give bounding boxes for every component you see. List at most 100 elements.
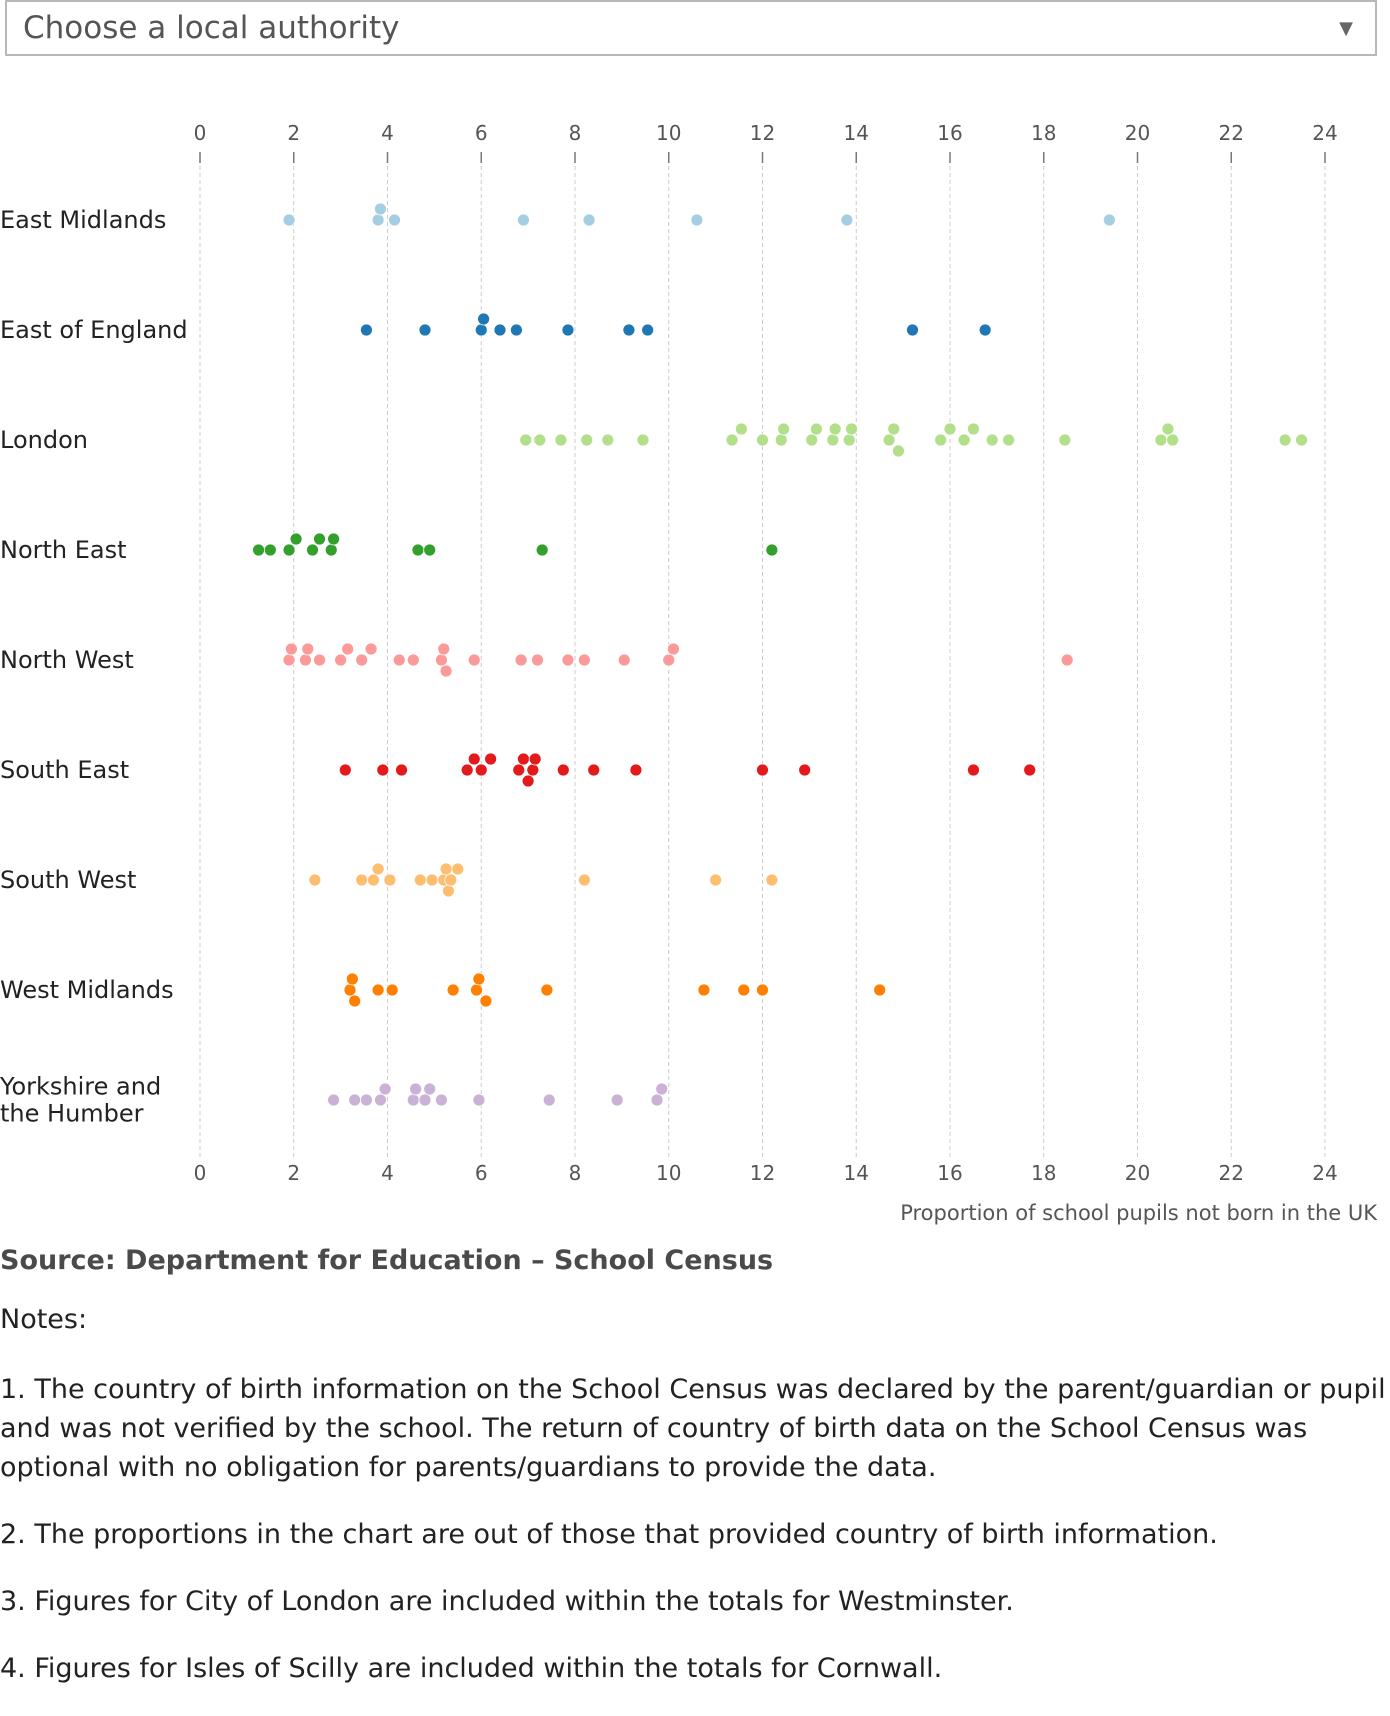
data-point: [285, 642, 298, 656]
data-point: [385, 983, 399, 997]
region-label: West Midlands: [0, 976, 174, 1004]
data-point: [577, 873, 591, 887]
data-point: [371, 983, 385, 997]
data-point: [756, 983, 769, 997]
data-point: [474, 763, 488, 777]
data-point: [554, 433, 568, 447]
data-point: [978, 323, 992, 337]
local-authority-dropdown[interactable]: Choose a local authority ▼: [5, 0, 1377, 56]
top-tick-label: 10: [656, 121, 681, 145]
top-tick-label: 8: [569, 121, 582, 145]
data-point: [364, 642, 378, 656]
data-point: [622, 323, 636, 337]
data-point: [1278, 433, 1292, 447]
data-point: [887, 422, 901, 436]
data-point: [467, 653, 481, 667]
data-point: [873, 983, 887, 997]
data-point: [479, 994, 493, 1008]
data-point: [442, 884, 455, 898]
data-point: [842, 433, 856, 447]
x-axis-label: Proportion of school pupils not born in …: [900, 1201, 1377, 1225]
bottom-tick-label: 24: [1312, 1161, 1337, 1185]
data-point: [409, 1082, 423, 1096]
data-point: [845, 422, 858, 436]
data-point: [327, 532, 340, 546]
data-point: [641, 323, 655, 337]
region-label: South East: [0, 756, 129, 784]
data-point: [655, 1082, 669, 1096]
data-point: [526, 763, 540, 777]
data-point: [484, 752, 498, 766]
data-point: [690, 213, 704, 227]
triangle-down-icon[interactable]: ▼: [1339, 18, 1353, 39]
bottom-tick-label: 2: [287, 1161, 300, 1185]
region-label: Yorkshire and: [0, 1073, 161, 1101]
data-point: [512, 763, 526, 777]
data-point: [474, 323, 488, 337]
data-point: [521, 774, 535, 788]
notes-heading: Notes:: [0, 1304, 88, 1335]
data-point: [470, 983, 483, 997]
data-point: [957, 433, 971, 447]
data-point: [1023, 763, 1037, 777]
data-point: [756, 433, 769, 447]
data-point: [1002, 433, 1015, 447]
data-point: [892, 444, 905, 458]
top-tick-label: 20: [1125, 121, 1150, 145]
data-point: [263, 543, 277, 557]
data-point: [252, 543, 265, 557]
top-tick-label: 16: [937, 121, 962, 145]
data-point: [967, 763, 980, 777]
data-point: [371, 862, 385, 876]
note-item: 1. The country of birth information on t…: [0, 1374, 1386, 1483]
bottom-tick-label: 10: [656, 1161, 681, 1185]
data-point: [709, 873, 723, 887]
bottom-tick-label: 22: [1219, 1161, 1244, 1185]
region-label: North East: [0, 536, 127, 564]
data-point: [1102, 213, 1116, 227]
bottom-tick-label: 6: [475, 1161, 488, 1185]
data-point: [439, 664, 453, 678]
data-point: [460, 763, 474, 777]
data-point: [395, 763, 408, 777]
data-point: [540, 983, 554, 997]
data-point: [418, 1093, 432, 1107]
region-label: London: [0, 426, 88, 454]
data-point: [423, 543, 437, 557]
top-tick-label: 14: [844, 121, 869, 145]
data-point: [308, 873, 322, 887]
data-point: [378, 1082, 392, 1096]
data-point: [1060, 653, 1074, 667]
data-point: [324, 543, 338, 557]
data-point: [528, 752, 542, 766]
data-point: [561, 653, 575, 667]
data-point: [510, 323, 523, 337]
data-point: [472, 1093, 486, 1107]
data-point: [371, 213, 385, 227]
data-point: [374, 202, 387, 216]
top-tick-label: 22: [1219, 121, 1244, 145]
data-point: [306, 543, 319, 557]
data-point: [313, 532, 326, 546]
data-point: [1058, 433, 1072, 447]
data-point: [493, 323, 507, 337]
data-point: [535, 543, 549, 557]
note-item: 3. Figures for City of London are includ…: [0, 1586, 1014, 1617]
data-point: [765, 543, 779, 557]
top-tick-label: 2: [287, 121, 300, 145]
data-point: [437, 642, 451, 656]
data-point: [533, 433, 547, 447]
data-point: [451, 862, 465, 876]
data-point: [446, 983, 460, 997]
data-point: [360, 1093, 373, 1107]
top-tick-label: 18: [1031, 121, 1056, 145]
bottom-tick-label: 8: [569, 1161, 582, 1185]
data-point: [467, 752, 481, 766]
data-point: [299, 653, 312, 667]
data-point: [406, 653, 420, 667]
data-point: [617, 653, 631, 667]
data-point: [282, 543, 296, 557]
data-point: [725, 433, 739, 447]
data-point: [882, 433, 896, 447]
data-point: [327, 1093, 340, 1107]
